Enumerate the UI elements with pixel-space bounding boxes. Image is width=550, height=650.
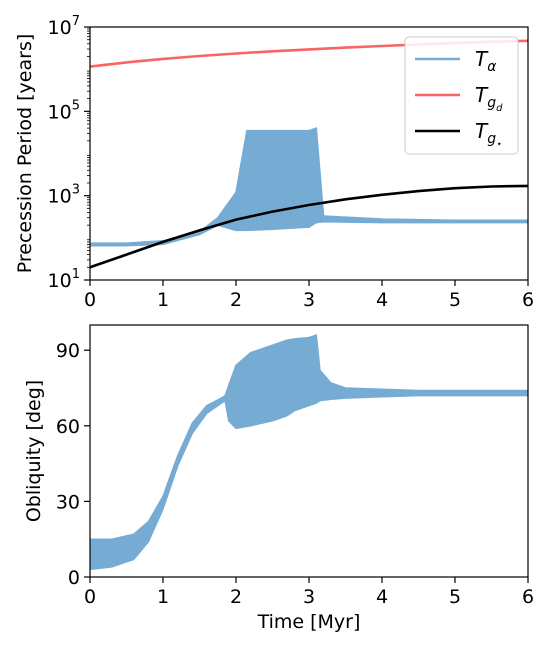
y-tick-label: 103 xyxy=(48,183,80,208)
x-tick-label: 5 xyxy=(449,289,461,311)
x-tick-label: 5 xyxy=(449,586,461,608)
precession-period-panel: 0 1 2 3 4 5 6 101 103 105 107 Precession Period [y… xyxy=(14,14,534,311)
x-tick-label: 6 xyxy=(522,289,534,311)
x-tick-label: 0 xyxy=(84,586,96,608)
obliquity-series-layer xyxy=(90,334,528,571)
y-tick-label: 101 xyxy=(48,267,80,292)
legend-box xyxy=(404,36,519,155)
x-tick-label: 1 xyxy=(157,586,169,608)
x-tick-label: 2 xyxy=(230,586,242,608)
precession-axis-ticks: 0 1 2 3 4 5 6 101 103 105 107 xyxy=(48,14,535,311)
x-tick-label: 4 xyxy=(376,586,388,608)
time-x-axis-label: Time [Myr] xyxy=(257,611,361,633)
series-line-T_gstar xyxy=(90,184,528,269)
series-band-T_alpha xyxy=(90,127,528,247)
x-tick-label: 2 xyxy=(230,289,242,311)
x-tick-label: 0 xyxy=(84,289,96,311)
precession-legend: Tα Tgd Tg⋆ xyxy=(404,36,519,155)
x-tick-label: 6 xyxy=(522,586,534,608)
x-tick-label: 1 xyxy=(157,289,169,311)
x-tick-label: 3 xyxy=(303,289,315,311)
legend-label-T_gstar: Tg⋆ xyxy=(475,119,502,150)
y-tick-label: 0 xyxy=(68,567,80,589)
obliquity-y-axis-label: Obliquity [deg] xyxy=(23,380,45,522)
y-tick-label: 90 xyxy=(56,340,80,362)
y-tick-label: 105 xyxy=(48,98,80,123)
x-tick-label: 4 xyxy=(376,289,388,311)
precession-y-axis-label: Precession Period [years] xyxy=(14,34,36,274)
legend-label-T_alpha: Tα xyxy=(475,47,497,75)
series-band-obliquity xyxy=(90,334,528,571)
y-tick-label: 30 xyxy=(56,491,80,513)
y-tick-label: 107 xyxy=(48,14,80,39)
y-tick-label: 60 xyxy=(56,416,80,438)
legend-label-T_gd: Tgd xyxy=(475,83,503,114)
x-tick-label: 3 xyxy=(303,586,315,608)
